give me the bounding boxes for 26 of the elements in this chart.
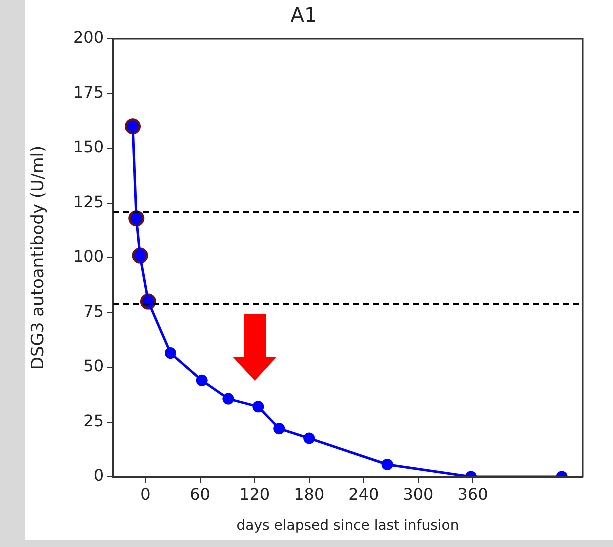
x-tick-label: 300 — [403, 484, 434, 504]
x-tick-label: 120 — [240, 484, 270, 504]
point — [196, 374, 208, 386]
y-tick-label: 150 — [73, 138, 104, 157]
y-tick-label: 200 — [73, 28, 104, 48]
y-axis-title: DSG3 autoantibody (U/ml) — [28, 146, 49, 370]
x-tick-label: 240 — [348, 484, 380, 504]
x-tick-label: 180 — [294, 484, 325, 504]
point — [382, 458, 394, 470]
point — [164, 348, 176, 360]
point — [274, 423, 286, 435]
chart-title: A1 — [290, 3, 318, 28]
point — [252, 401, 264, 413]
point — [222, 393, 234, 405]
x-axis-title: days elapsed since last infusion — [236, 518, 460, 534]
x-tick-label: 60 — [190, 484, 210, 504]
y-tick-label: 50 — [84, 356, 104, 376]
y-tick-label: 100 — [73, 247, 104, 266]
x-tick-label: 0 — [140, 484, 151, 504]
y-tick-label: 175 — [73, 82, 104, 102]
y-tick-label: 25 — [84, 411, 104, 430]
point — [304, 432, 316, 444]
y-tick-label: 0 — [94, 466, 104, 486]
x-tick-label: 360 — [458, 484, 488, 504]
y-tick-label: 75 — [84, 302, 104, 321]
y-tick-label: 125 — [73, 192, 104, 212]
